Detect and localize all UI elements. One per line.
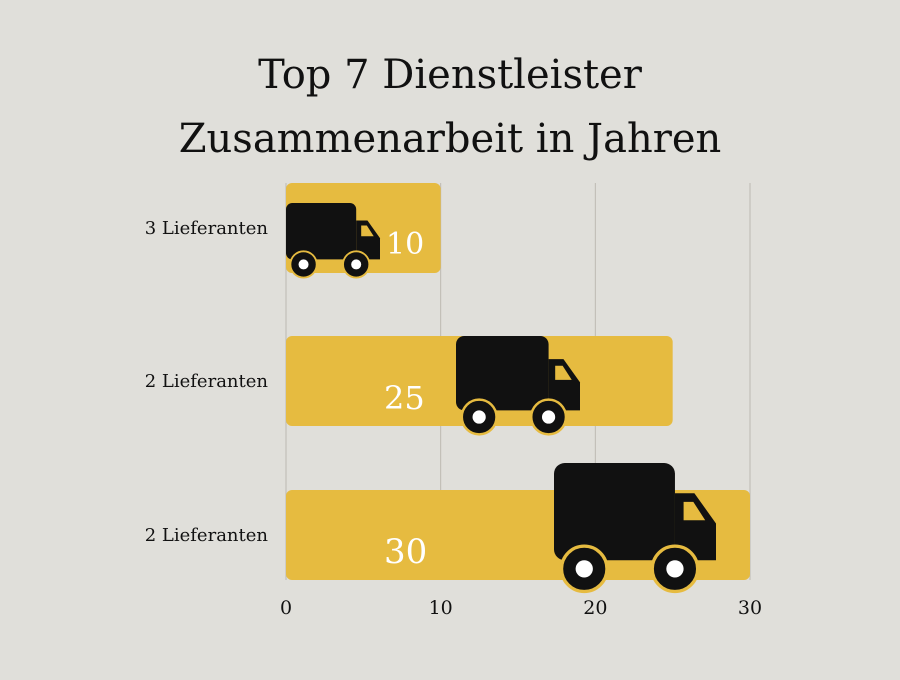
category-label-1: 2 Lieferanten — [145, 371, 269, 392]
x-tick-label-1: 10 — [429, 597, 453, 619]
x-tick-label-2: 20 — [583, 597, 607, 619]
truck-icon — [554, 463, 716, 594]
bar-value-label-1: 25 — [384, 379, 425, 417]
x-tick-label-3: 30 — [738, 597, 762, 619]
bar-value-label-0: 10 — [386, 227, 424, 262]
x-tick-label-0: 0 — [280, 597, 292, 619]
chart-title-line-2: Zusammenarbeit in Jahren — [178, 116, 722, 162]
truck-icon — [286, 203, 380, 279]
bar-value-label-2: 30 — [384, 532, 427, 572]
category-label-2: 2 Lieferanten — [145, 525, 269, 546]
category-label-0: 3 Lieferanten — [145, 218, 269, 239]
truck-icon — [456, 336, 580, 436]
chart-title-line-1: Top 7 Dienstleister — [258, 52, 642, 98]
